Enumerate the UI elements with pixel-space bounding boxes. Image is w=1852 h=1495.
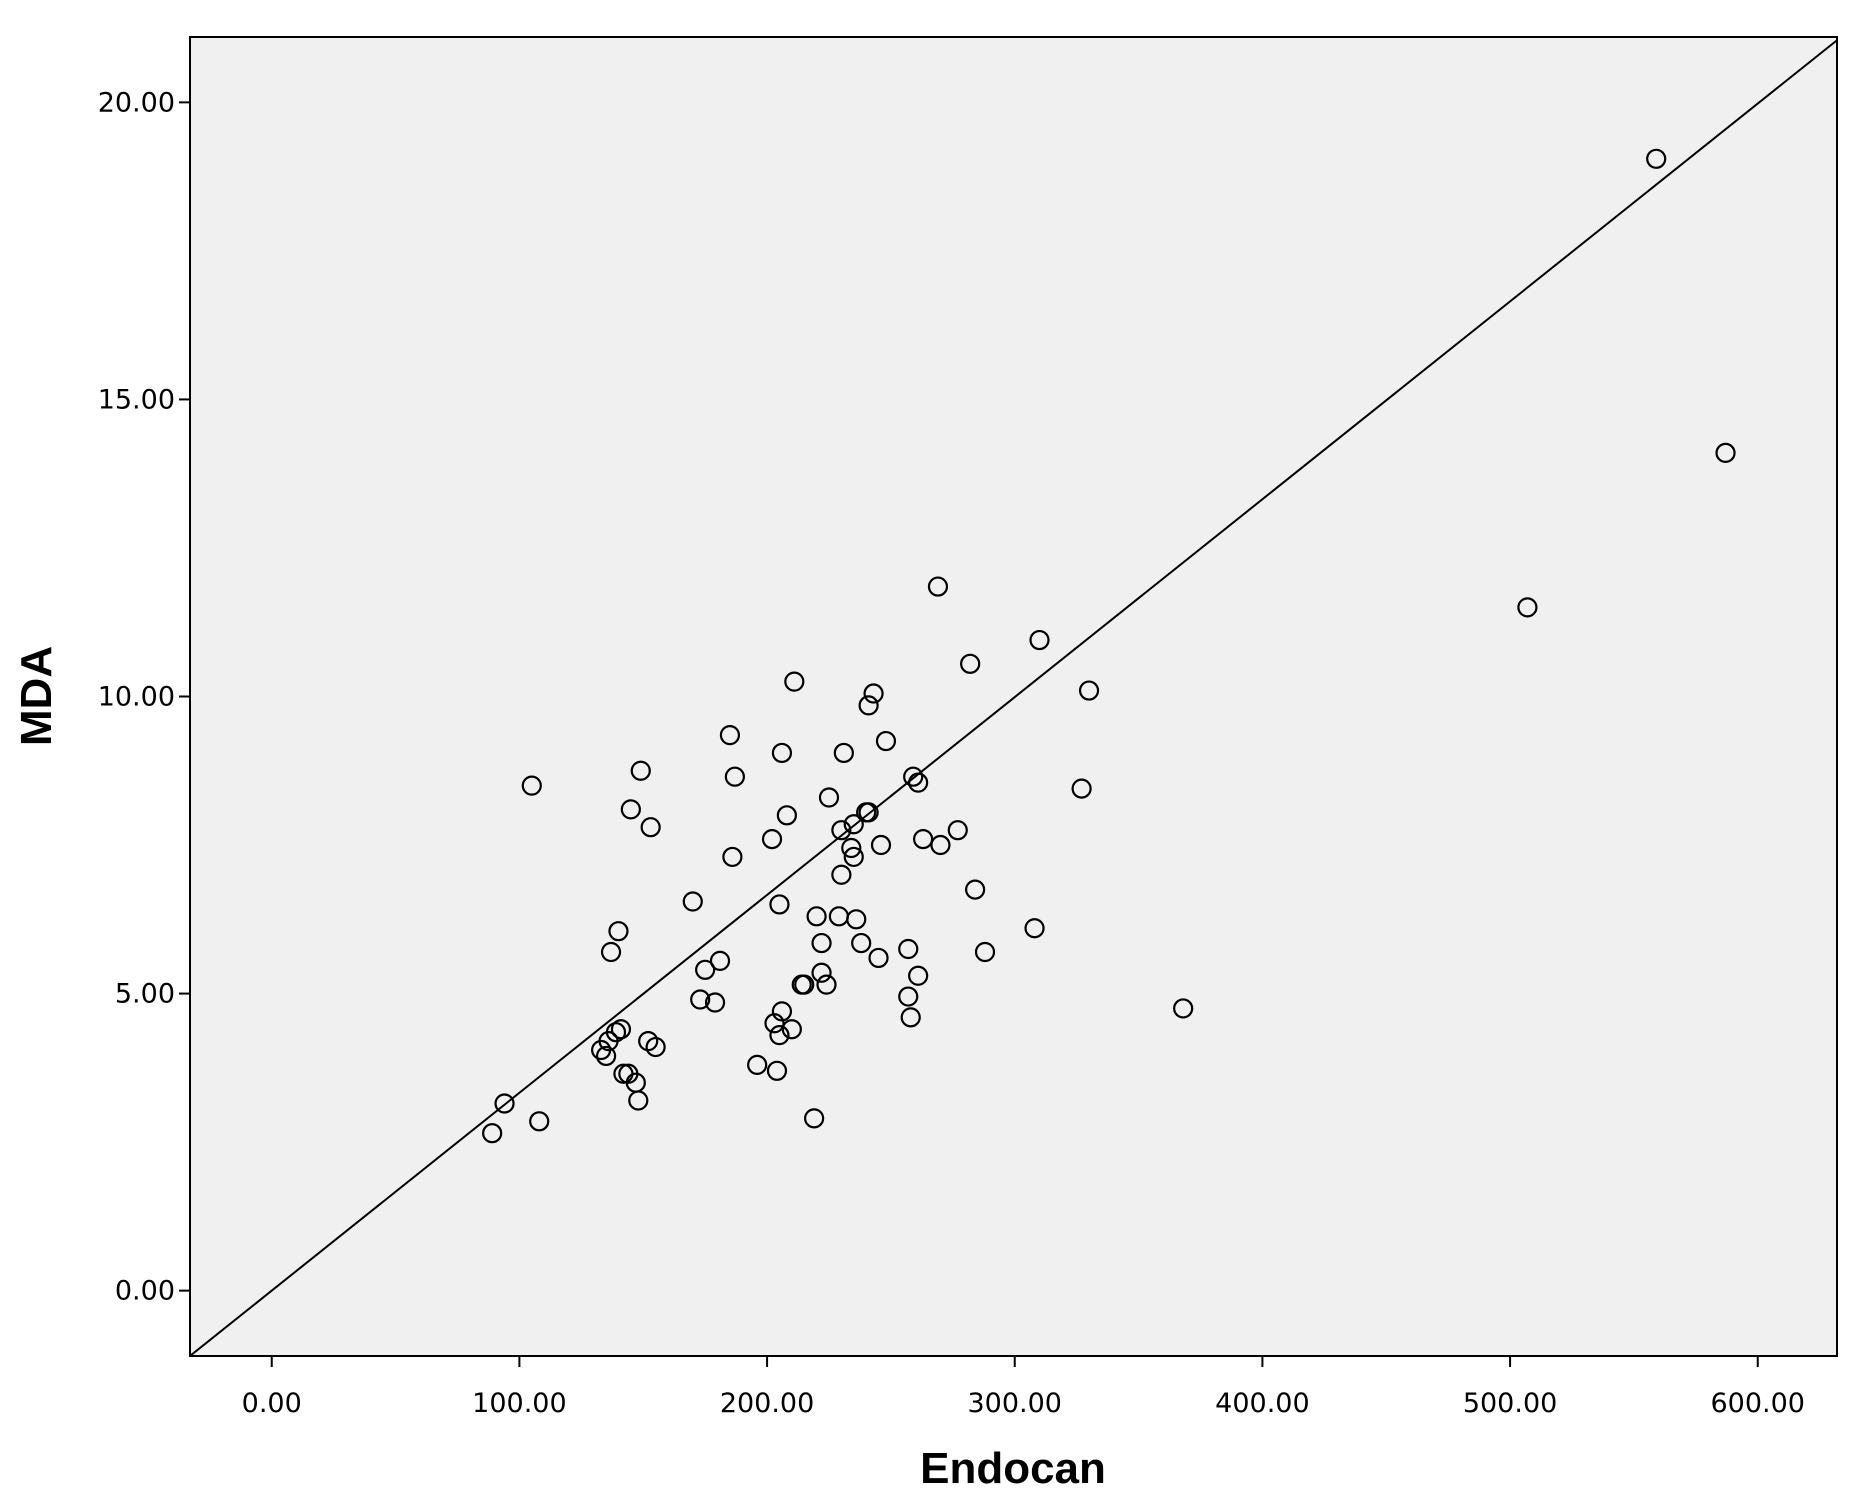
data-point — [965, 879, 986, 900]
data-point — [794, 974, 815, 995]
x-tick-label: 100.00 — [472, 1388, 566, 1419]
data-point — [1071, 778, 1092, 799]
data-point — [784, 671, 805, 692]
data-point — [771, 742, 793, 764]
data-point — [804, 1108, 825, 1129]
x-tick-label: 0.00 — [242, 1388, 302, 1419]
data-point — [605, 1022, 627, 1043]
data-point — [863, 683, 884, 704]
data-point — [630, 760, 651, 781]
data-point — [709, 950, 731, 971]
x-tick-label: 500.00 — [1463, 1388, 1557, 1419]
fit-line-layer — [189, 39, 1838, 1357]
data-point — [858, 802, 879, 823]
data-point — [858, 695, 879, 716]
data-point — [816, 974, 837, 995]
data-point — [908, 772, 929, 793]
y-tick-label: 15.00 — [98, 384, 175, 415]
data-point — [1078, 680, 1100, 701]
data-point — [903, 766, 924, 787]
data-point — [927, 576, 949, 597]
data-point — [811, 962, 832, 983]
data-point — [974, 941, 996, 963]
data-point — [960, 653, 981, 674]
data-point — [831, 864, 852, 885]
data-point — [682, 891, 703, 912]
data-point — [1715, 442, 1736, 464]
data-point — [898, 938, 919, 960]
data-point — [900, 1007, 921, 1028]
data-point — [851, 932, 872, 954]
data-point — [913, 828, 934, 850]
x-axis-title: Endocan — [920, 1444, 1106, 1493]
data-point — [875, 730, 897, 752]
data-point — [722, 846, 743, 868]
data-point — [600, 941, 622, 963]
data-point — [1646, 148, 1667, 169]
data-point — [769, 1025, 790, 1046]
data-point — [1173, 998, 1194, 1019]
data-point — [695, 959, 716, 980]
y-axis: 0.00 5.00 10.00 15.00 20.00 — [98, 87, 190, 1307]
data-point — [761, 828, 783, 850]
data-point — [766, 1060, 788, 1081]
data-point — [806, 906, 827, 927]
y-axis-title: MDA — [12, 646, 61, 746]
data-point — [640, 817, 661, 838]
x-tick-label: 200.00 — [720, 1388, 814, 1419]
data-point — [781, 1019, 802, 1040]
data-point — [769, 894, 790, 915]
data-point — [620, 799, 641, 820]
data-point — [1024, 918, 1045, 939]
data-point — [521, 775, 542, 796]
y-tick-label: 5.00 — [115, 979, 175, 1010]
data-point — [947, 820, 968, 841]
data-point — [868, 947, 889, 969]
data-point — [529, 1111, 550, 1132]
x-axis: 0.00 100.00 200.00 300.00 400.00 500.00 600.00 — [242, 1356, 1805, 1419]
data-point — [811, 932, 832, 954]
y-tick-label: 10.00 — [98, 682, 175, 713]
x-tick-label: 600.00 — [1711, 1388, 1805, 1419]
data-point — [831, 820, 852, 841]
data-point — [898, 986, 919, 1007]
data-point — [870, 834, 892, 856]
data-point — [843, 846, 864, 868]
data-point — [724, 766, 745, 787]
data-point — [610, 1019, 632, 1040]
data-point — [841, 837, 862, 859]
y-tick-label: 20.00 — [98, 87, 175, 118]
data-point — [494, 1093, 515, 1114]
data-point — [818, 787, 840, 808]
data-point — [747, 1054, 768, 1075]
y-tick-label: 0.00 — [115, 1276, 175, 1307]
data-point — [776, 805, 797, 826]
x-tick-label: 400.00 — [1215, 1388, 1309, 1419]
data-point — [1029, 629, 1050, 651]
data-point — [771, 1001, 793, 1022]
data-point — [846, 909, 867, 930]
data-point — [833, 742, 854, 764]
data-point — [930, 834, 951, 856]
data-points-layer — [482, 148, 1736, 1144]
data-point — [1517, 597, 1538, 618]
data-point — [843, 814, 864, 835]
data-point — [719, 725, 741, 746]
data-point — [482, 1123, 503, 1144]
x-tick-label: 300.00 — [967, 1388, 1061, 1419]
data-point — [595, 1045, 617, 1067]
data-point — [628, 1090, 649, 1111]
data-point — [908, 965, 929, 986]
data-point — [704, 992, 726, 1013]
data-point — [690, 989, 711, 1010]
data-point — [608, 921, 629, 942]
data-point — [645, 1036, 666, 1058]
fit-line — [189, 39, 1838, 1357]
